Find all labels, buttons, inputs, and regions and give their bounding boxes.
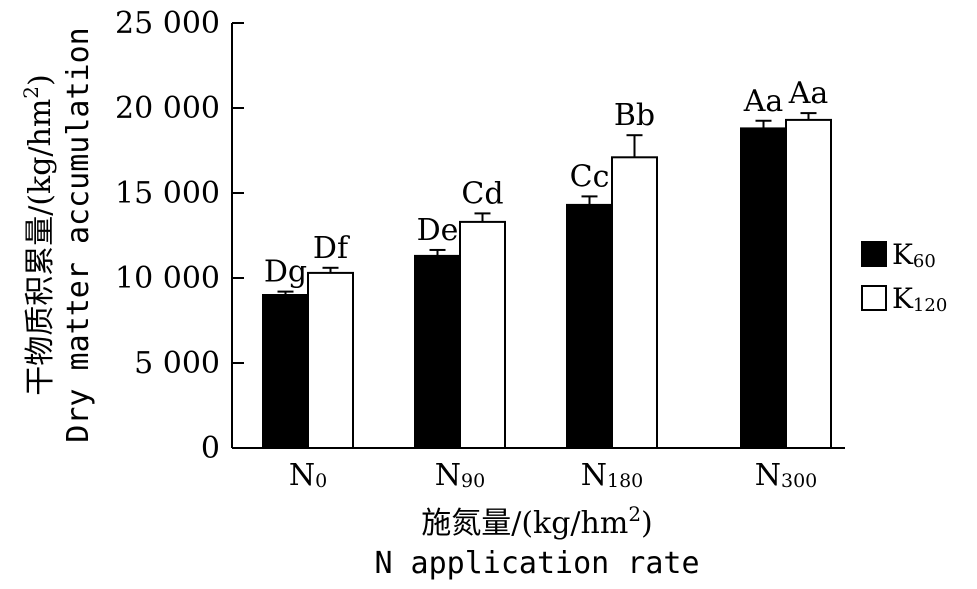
- bar: [262, 294, 309, 449]
- bar: [785, 118, 832, 450]
- significance-label: Aa: [788, 76, 829, 111]
- x-tick-label: N300: [755, 458, 818, 493]
- bar: [307, 271, 354, 449]
- bar: [459, 220, 506, 449]
- x-axis-title-en: N application rate: [374, 546, 699, 581]
- x-axis-title-cn: 施氮量/(kg/hm2): [421, 502, 653, 541]
- bar: [740, 127, 787, 449]
- legend-label: K120: [892, 282, 947, 316]
- x-tick-label: N90: [435, 458, 485, 493]
- significance-label: Cc: [570, 159, 610, 194]
- bar: [611, 156, 658, 450]
- x-tick-label: N180: [581, 458, 644, 493]
- x-tick-label: N0: [289, 458, 327, 493]
- y-axis-title-cn: 干物质积累量/(kg/hm2): [19, 74, 58, 396]
- significance-label: Bb: [614, 98, 655, 133]
- significance-label: Aa: [743, 84, 784, 119]
- labels: Dg De Cc Aa Df Cd Bb Aa: [264, 76, 829, 290]
- y-axis-title-superscript: 2: [19, 86, 43, 99]
- significance-label: De: [417, 213, 459, 248]
- bars: [262, 112, 832, 450]
- bar: [414, 254, 461, 449]
- significance-label: Cd: [461, 176, 503, 211]
- y-tick-label: 10 000: [115, 261, 220, 296]
- legend-swatch: [861, 241, 887, 267]
- y-tick-label: 25 000: [115, 6, 220, 41]
- legend-label: K60: [892, 238, 936, 272]
- y-tick-label: 5 000: [134, 346, 220, 381]
- legend: K60 K120: [861, 238, 947, 316]
- bar: [566, 203, 613, 449]
- significance-label: Dg: [264, 255, 307, 290]
- axes: 0 5 000 10 000 15 000 20 000 25 000 N0 N90 N180 N…: [115, 6, 845, 493]
- y-axis-title-en: Dry matter accumulation: [61, 27, 96, 442]
- legend-swatch: [861, 285, 887, 311]
- x-axis-title-superscript: 2: [628, 502, 641, 526]
- y-tick-label: 15 000: [115, 176, 220, 211]
- y-tick-label: 20 000: [115, 91, 220, 126]
- significance-label: Df: [313, 231, 350, 266]
- y-tick-label: 0: [201, 431, 220, 466]
